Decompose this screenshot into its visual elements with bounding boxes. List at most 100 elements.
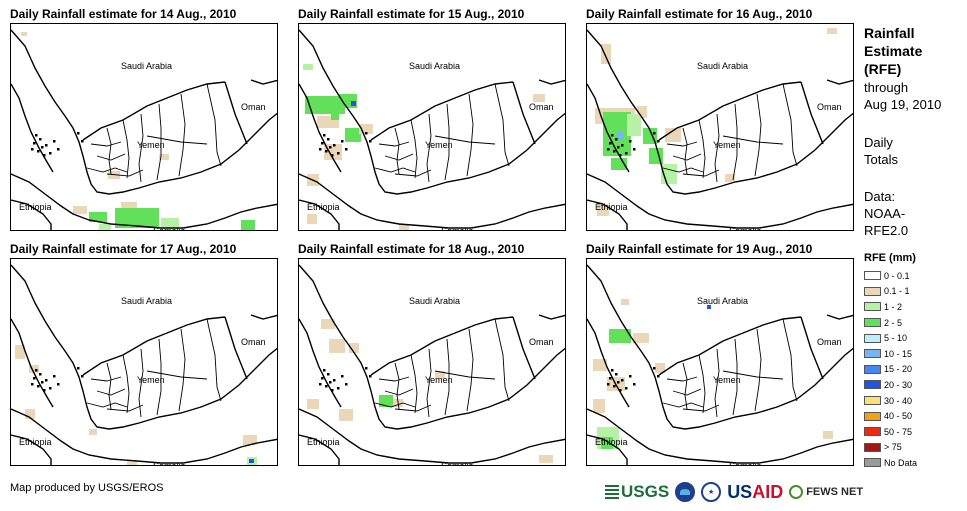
island-speck (49, 152, 52, 155)
country-boundary (658, 316, 802, 376)
legend-label: No Data (884, 457, 918, 468)
legend-swatch (864, 458, 881, 468)
rainfall-cell (627, 114, 641, 136)
country-label-ethiopia: Ethiopia (19, 437, 52, 447)
island-speck (325, 385, 328, 388)
governorate-boundary (86, 402, 128, 408)
island-speck (615, 138, 618, 141)
country-label-ethiopia: Ethiopia (307, 202, 340, 212)
island-speck (327, 138, 330, 141)
map-svg: Saudi Arabia Oman Yemen Ethiopia Somalia (587, 264, 853, 465)
governorate-boundary (444, 338, 450, 416)
rainfall-cell (533, 94, 545, 102)
legend-item: 50 - 75 (864, 424, 964, 440)
island-speck (77, 132, 80, 135)
usgs-waves-icon (605, 485, 619, 499)
map-credit: Map produced by USGS/EROS (10, 482, 164, 494)
country-boundary (250, 79, 277, 85)
rainfall-cell (89, 212, 107, 222)
rainfall-cell (637, 106, 647, 118)
country-boundary (11, 434, 52, 465)
island-speck (53, 140, 56, 143)
rainfall-cell (593, 399, 605, 413)
governorate-boundary (206, 318, 222, 402)
island-speck (37, 150, 40, 153)
rainfall-cell (339, 409, 353, 421)
governorate-boundary (682, 404, 720, 412)
usda-seal-icon: ★ (701, 482, 722, 502)
legend-swatch (864, 380, 881, 390)
governorate-boundary (732, 338, 738, 416)
map-frame: Saudi Arabia Oman Yemen Ethiopia Somalia (586, 258, 854, 466)
governorate-boundary (374, 167, 416, 173)
governorate-boundary (682, 362, 688, 410)
governorate-boundary (466, 93, 474, 177)
legend-swatch (864, 349, 881, 359)
island-speck (611, 369, 614, 372)
island-speck (45, 144, 48, 147)
rainfall-cell (305, 96, 345, 114)
country-label-somalia: Somalia (729, 461, 762, 465)
legend-swatch (864, 333, 881, 343)
rainfall-cell (823, 431, 833, 439)
governorate-boundary (434, 370, 496, 380)
governorate-boundary (722, 135, 784, 145)
panel-title: Daily Rainfall estimate for 15 Aug., 201… (298, 7, 525, 21)
island-speck (657, 140, 660, 143)
island-speck (653, 367, 656, 370)
governorate-boundary (410, 119, 418, 179)
governorate-boundary (122, 119, 130, 179)
governorate-boundary (722, 370, 784, 380)
rainfall-cell (359, 124, 373, 134)
side-data-source: Data: NOAA-RFE2.0 (864, 189, 909, 238)
legend-item: 30 - 40 (864, 393, 964, 409)
island-speck (629, 375, 632, 378)
island-speck (619, 389, 622, 392)
country-boundary (512, 316, 536, 380)
country-label-oman: Oman (241, 102, 266, 112)
legend-label: 10 - 15 (884, 348, 913, 359)
island-speck (613, 150, 616, 153)
island-speck (43, 154, 46, 157)
country-boundary (299, 434, 340, 465)
usaid-logo: USAID (727, 482, 783, 503)
country-boundary (11, 83, 54, 173)
governorate-boundary (494, 318, 510, 402)
island-speck (53, 375, 56, 378)
island-speck (345, 383, 348, 386)
governorate-boundary (156, 103, 162, 181)
island-speck (39, 138, 42, 141)
country-boundary (800, 81, 824, 145)
legend-swatch (864, 302, 881, 312)
island-speck (365, 367, 368, 370)
legend-item: 20 - 30 (864, 377, 964, 393)
rainfall-cell (89, 429, 97, 435)
governorate-boundary (466, 328, 474, 412)
island-speck (345, 148, 348, 151)
legend-item: 0 - 0.1 (864, 268, 964, 284)
country-label-oman: Oman (817, 337, 842, 347)
country-label-ethiopia: Ethiopia (307, 437, 340, 447)
governorate-boundary (662, 167, 704, 173)
governorate-boundary (106, 362, 112, 410)
country-label-yemen: Yemen (425, 140, 453, 150)
legend-label: > 75 (884, 442, 902, 453)
rainfall-cell (593, 359, 607, 371)
country-label-somalia: Somalia (441, 226, 474, 230)
governorate-boundary (782, 83, 798, 167)
rainfall-cell (539, 455, 553, 463)
governorate-boundary (782, 318, 798, 402)
panel-title: Daily Rainfall estimate for 14 Aug., 201… (10, 7, 237, 21)
island-speck (329, 381, 332, 384)
legend-item: 2 - 5 (864, 315, 964, 331)
country-boundary (11, 29, 277, 195)
governorate-boundary (698, 354, 706, 414)
panel-title: Daily Rainfall estimate for 16 Aug., 201… (586, 7, 813, 21)
governorate-boundary (106, 127, 112, 175)
rainfall-cell (324, 144, 342, 160)
country-label-somalia: Somalia (441, 461, 474, 465)
island-speck (369, 140, 372, 143)
rainfall-cell (601, 44, 611, 64)
country-label-saudi: Saudi Arabia (409, 296, 460, 306)
island-speck (321, 377, 324, 380)
